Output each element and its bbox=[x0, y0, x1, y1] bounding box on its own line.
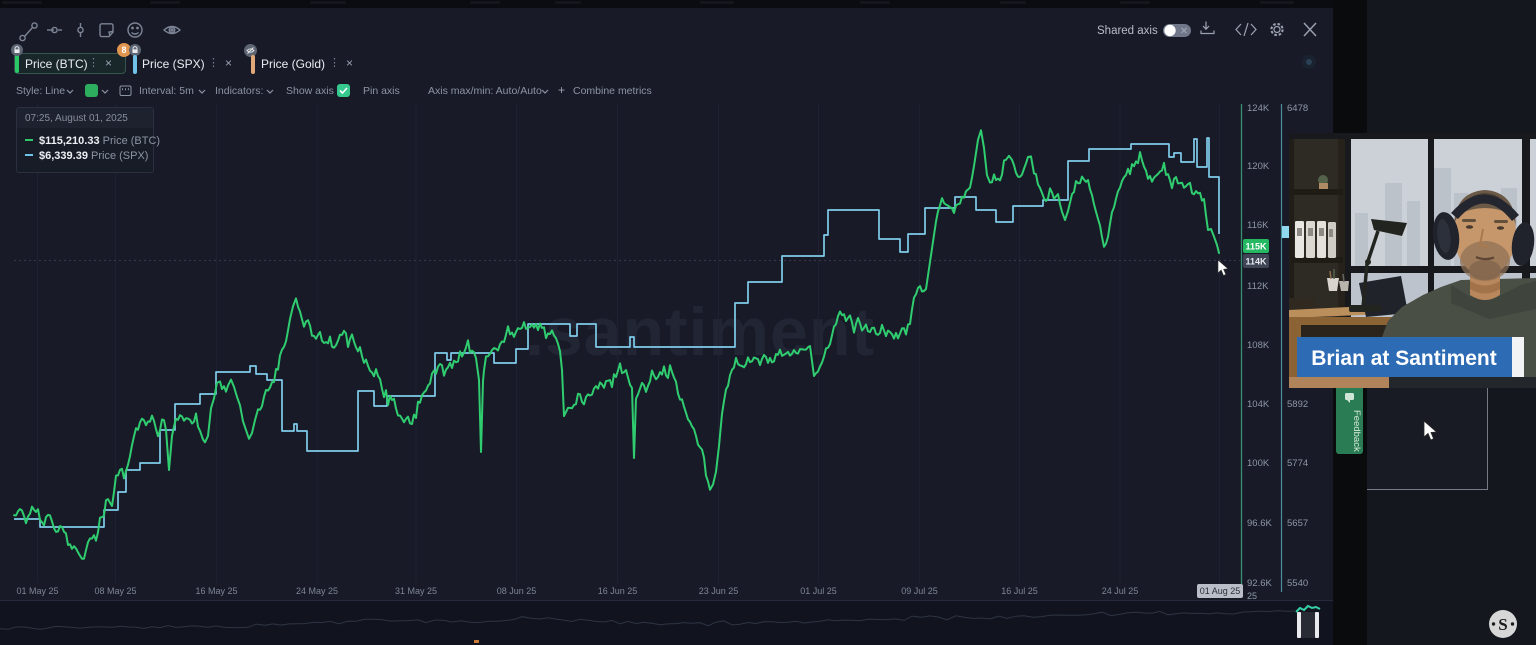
svg-text:96.6K: 96.6K bbox=[1247, 518, 1272, 529]
svg-text:115K: 115K bbox=[1245, 242, 1267, 252]
svg-text:16 May 25: 16 May 25 bbox=[195, 586, 237, 596]
svg-text:104K: 104K bbox=[1247, 399, 1270, 410]
svg-text:100K: 100K bbox=[1247, 458, 1270, 469]
svg-text:Shared axis: Shared axis bbox=[1097, 25, 1158, 37]
svg-text:Feedback: Feedback bbox=[1351, 410, 1362, 452]
svg-text:16 Jun 25: 16 Jun 25 bbox=[598, 586, 638, 596]
svg-text:08 Jun 25: 08 Jun 25 bbox=[497, 586, 537, 596]
svg-text:5892: 5892 bbox=[1287, 399, 1308, 410]
svg-text:112K: 112K bbox=[1247, 281, 1269, 292]
svg-text:5774: 5774 bbox=[1287, 458, 1308, 469]
svg-text:31 May 25: 31 May 25 bbox=[395, 586, 437, 596]
svg-text:5540: 5540 bbox=[1287, 578, 1308, 589]
svg-text:.santiment: .santiment bbox=[525, 294, 875, 370]
svg-text:24 May 25: 24 May 25 bbox=[296, 586, 338, 596]
svg-text:108K: 108K bbox=[1247, 340, 1270, 351]
svg-text:09 Jul 25: 09 Jul 25 bbox=[901, 586, 938, 596]
svg-text:08 May 25: 08 May 25 bbox=[94, 586, 136, 596]
svg-text:23 Jun 25: 23 Jun 25 bbox=[699, 586, 739, 596]
svg-text:16 Jul 25: 16 Jul 25 bbox=[1001, 586, 1038, 596]
svg-text:5657: 5657 bbox=[1287, 518, 1308, 529]
svg-text:120K: 120K bbox=[1247, 161, 1270, 172]
svg-text:124K: 124K bbox=[1247, 103, 1270, 114]
svg-text:S: S bbox=[1498, 615, 1507, 634]
svg-text:01 Aug 25: 01 Aug 25 bbox=[1200, 586, 1241, 596]
svg-text:Brian at Santiment: Brian at Santiment bbox=[1311, 347, 1497, 370]
svg-text:25: 25 bbox=[1247, 591, 1257, 600]
svg-text:92.6K: 92.6K bbox=[1247, 578, 1272, 589]
svg-text:01 May 25: 01 May 25 bbox=[16, 586, 58, 596]
svg-text:01 Jul 25: 01 Jul 25 bbox=[800, 586, 837, 596]
svg-text:24 Jul 25: 24 Jul 25 bbox=[1102, 586, 1139, 596]
svg-text:114K: 114K bbox=[1245, 257, 1267, 267]
svg-text:6478: 6478 bbox=[1287, 103, 1308, 114]
svg-text:116K: 116K bbox=[1247, 220, 1269, 231]
